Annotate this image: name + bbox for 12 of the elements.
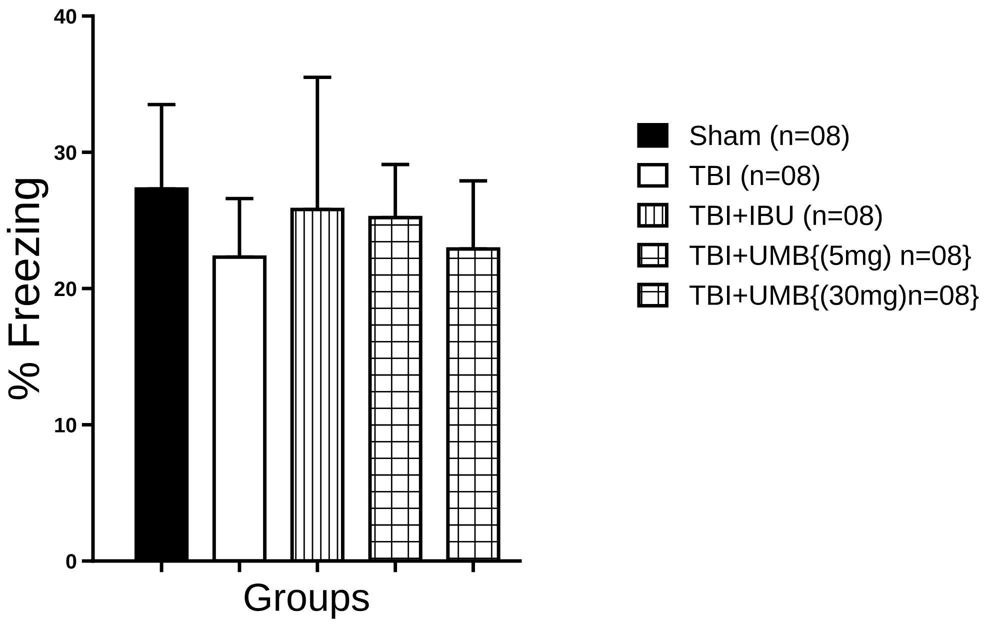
y-tick-label: 40 — [54, 9, 76, 24]
legend-label: TBI (n=08) — [690, 164, 820, 191]
legend-label: TBI+IBU (n=08) — [690, 204, 882, 231]
legend-label: TBI+UMB{(30mg)n=08} — [690, 284, 979, 311]
y-axis-title: % Freezing — [6, 178, 48, 400]
y-tick-label: 20 — [54, 282, 76, 296]
y-tick-label: 30 — [54, 145, 76, 160]
y-tick-label: 10 — [55, 418, 76, 433]
x-axis-title: Groups — [244, 584, 369, 619]
legend-label: Sham (n=08) — [690, 124, 849, 151]
legend-label: TBI+UMB{(5mg) n=08} — [690, 244, 971, 271]
y-tick-label: 0 — [66, 554, 76, 569]
